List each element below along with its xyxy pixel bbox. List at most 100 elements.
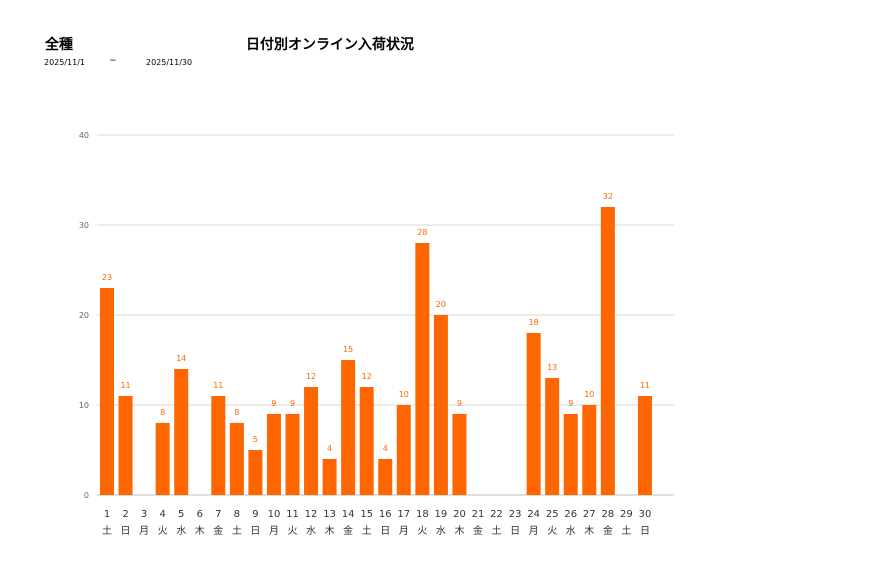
x-tick-label: 14 [342, 509, 355, 520]
bar [378, 459, 393, 495]
x-tick-label: 25 [546, 509, 559, 520]
weekday-label: 金 [603, 524, 613, 537]
bar [341, 360, 356, 495]
weekday-label: 水 [566, 525, 576, 537]
weekday-label: 火 [158, 525, 168, 537]
x-tick-label: 26 [564, 509, 577, 520]
x-tick-label: 29 [620, 509, 633, 520]
bar [100, 288, 114, 495]
x-tick-label: 2 [122, 509, 128, 520]
weekday-label: 木 [325, 525, 335, 537]
bar [545, 378, 560, 495]
bar [285, 414, 300, 495]
x-tick-label: 7 [215, 509, 221, 520]
x-tick-label: 24 [527, 509, 540, 520]
x-tick-label: 6 [197, 509, 203, 520]
x-tick-label: 20 [453, 509, 466, 520]
data-label: 11 [213, 381, 223, 390]
weekday-label: 木 [195, 525, 205, 537]
bar [600, 207, 615, 495]
weekday-label: 水 [306, 525, 316, 537]
bar [322, 459, 337, 495]
x-tick-label: 21 [472, 509, 485, 520]
data-label: 10 [584, 390, 594, 399]
x-tick-label: 27 [583, 509, 596, 520]
y-tick-label: 0 [84, 491, 89, 500]
x-tick-label: 30 [639, 509, 652, 520]
weekday-label: 金 [343, 524, 353, 537]
weekday-label: 日 [121, 526, 131, 537]
date-from: 2025/11/1 [44, 58, 86, 67]
data-label: 4 [327, 444, 332, 453]
weekday-label: 月 [269, 525, 279, 537]
data-label: 12 [362, 372, 372, 381]
weekday-label: 土 [102, 524, 112, 537]
y-tick-label: 20 [79, 311, 89, 320]
bar [266, 414, 281, 495]
weekday-label: 金 [213, 524, 223, 537]
bar [415, 243, 430, 495]
weekday-label: 土 [492, 524, 502, 537]
data-label: 9 [290, 399, 295, 408]
weekday-label: 水 [436, 525, 446, 537]
x-tick-label: 12 [305, 509, 318, 520]
x-tick-label: 11 [286, 509, 299, 520]
date-to: 2025/11/30 [146, 58, 193, 67]
weekday-label: 月 [529, 525, 539, 537]
bar [304, 387, 319, 495]
data-label: 9 [271, 399, 276, 408]
bar [563, 414, 578, 495]
bar [229, 423, 244, 495]
x-tick-label: 10 [268, 509, 281, 520]
data-label: 11 [640, 381, 650, 390]
weekday-label: 木 [584, 525, 594, 537]
x-tick-label: 9 [252, 509, 258, 520]
category-label: 全種 [45, 37, 73, 53]
data-label: 8 [234, 408, 239, 417]
weekday-label: 土 [621, 524, 631, 537]
x-tick-label: 3 [141, 509, 147, 520]
data-label: 32 [603, 192, 613, 201]
x-tick-label: 15 [360, 509, 373, 520]
bar [582, 405, 597, 495]
weekday-label: 土 [232, 524, 242, 537]
weekday-label: 火 [288, 525, 298, 537]
y-tick-label: 40 [79, 131, 89, 140]
bar [396, 405, 411, 495]
weekday-label: 月 [399, 525, 409, 537]
bar [118, 396, 133, 495]
bar [211, 396, 226, 495]
data-label: 9 [568, 399, 573, 408]
data-label: 11 [120, 381, 130, 390]
data-label: 15 [343, 345, 353, 354]
weekday-label: 金 [473, 524, 483, 537]
chart-title: 日付別オンライン入荷状況 [246, 37, 414, 53]
bar [174, 369, 189, 495]
weekday-label: 日 [640, 526, 650, 537]
x-tick-label: 17 [397, 509, 410, 520]
y-tick-label: 10 [79, 401, 89, 410]
data-label: 4 [383, 444, 388, 453]
data-label: 5 [253, 435, 258, 444]
weekday-label: 水 [176, 525, 186, 537]
data-label: 12 [306, 372, 316, 381]
data-label: 10 [399, 390, 409, 399]
x-tick-label: 28 [601, 509, 614, 520]
weekday-label: 日 [380, 526, 390, 537]
date-separator: ~ [109, 56, 117, 66]
data-label: 23 [102, 273, 112, 282]
x-tick-label: 22 [490, 509, 503, 520]
x-tick-label: 19 [435, 509, 448, 520]
weekday-label: 日 [510, 526, 520, 537]
weekday-label: 日 [250, 526, 260, 537]
data-label: 9 [457, 399, 462, 408]
weekday-label: 月 [139, 525, 149, 537]
bar [359, 387, 374, 495]
data-label: 8 [160, 408, 165, 417]
y-tick-label: 30 [79, 221, 89, 230]
data-label: 13 [547, 363, 557, 372]
weekday-label: 木 [454, 525, 464, 537]
x-tick-label: 18 [416, 509, 429, 520]
bar [433, 315, 448, 495]
